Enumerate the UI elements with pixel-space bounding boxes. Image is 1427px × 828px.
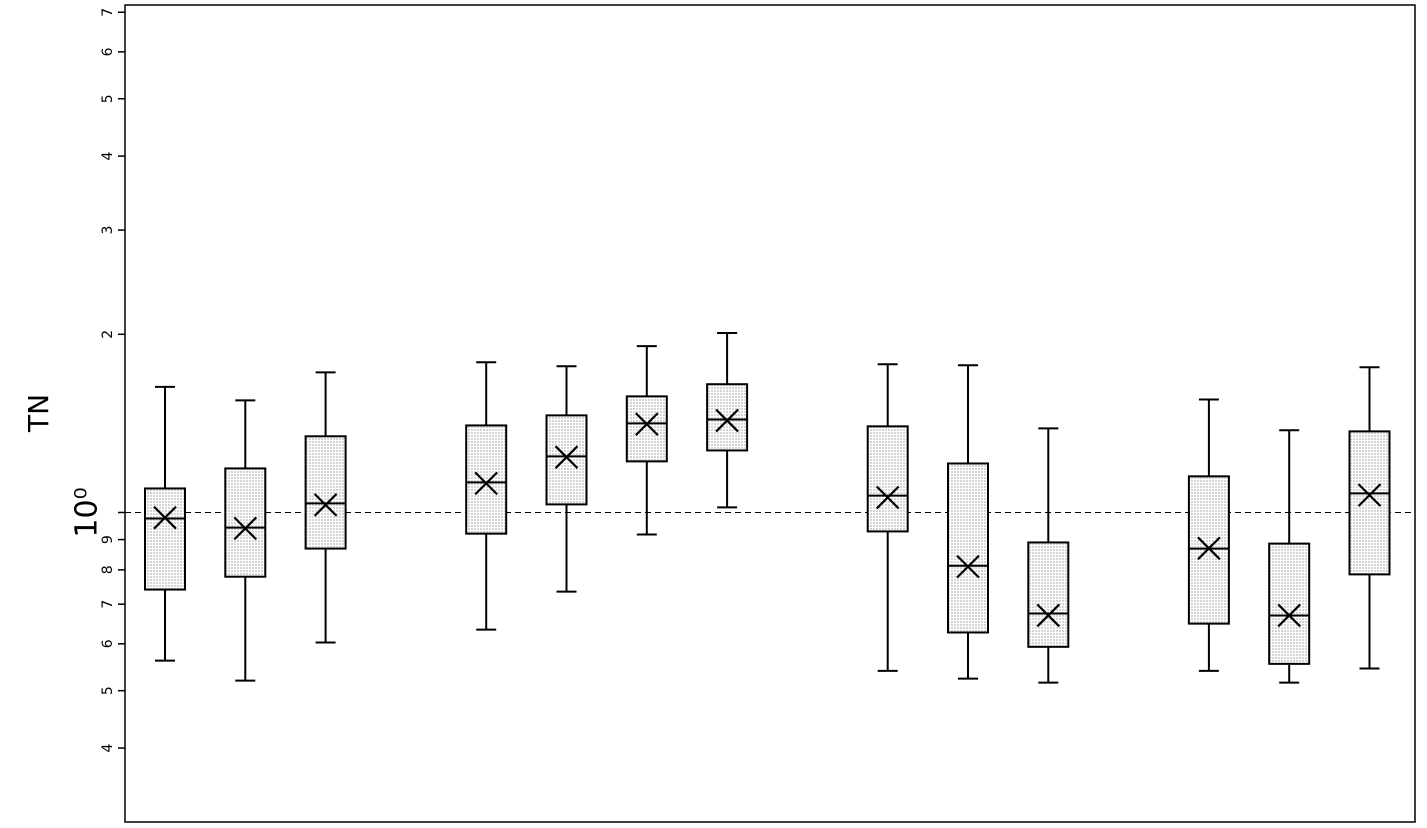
box	[545, 414, 588, 506]
box	[1187, 475, 1230, 625]
mean-marker	[153, 505, 177, 530]
y-tick-label: 3	[100, 226, 116, 235]
y-tick-label: 5	[100, 94, 116, 103]
y-axis-label: TN	[22, 394, 55, 433]
y-tick-label: 6	[100, 47, 116, 56]
mean-marker	[1277, 603, 1301, 628]
y-tick-label: 8	[100, 565, 116, 574]
box	[947, 462, 989, 634]
mean-marker	[1197, 536, 1221, 561]
y-tick-label: 4	[100, 152, 116, 161]
box	[625, 395, 668, 463]
y-tick-label: 7	[100, 600, 116, 609]
mean-marker	[956, 554, 980, 579]
mean-marker	[635, 412, 659, 436]
y-tick-label: 2	[100, 330, 116, 339]
y-tick-label: 4	[100, 744, 116, 753]
y-tick-label: 7	[100, 8, 116, 17]
box	[706, 383, 749, 452]
box	[1348, 430, 1391, 576]
box	[866, 425, 909, 533]
box	[1268, 542, 1311, 665]
box	[1027, 541, 1070, 648]
mean-marker	[233, 516, 258, 541]
y-tick-label: 10⁰	[70, 487, 105, 537]
box	[144, 487, 186, 591]
box	[224, 467, 267, 578]
mean-marker	[1357, 483, 1382, 507]
mean-marker	[875, 485, 900, 510]
box	[304, 435, 347, 550]
y-tick-label: 5	[100, 686, 116, 695]
mean-marker	[554, 445, 579, 469]
y-tick-label: 9	[100, 535, 116, 544]
box	[465, 424, 508, 535]
mean-marker	[313, 493, 338, 517]
mean-marker	[715, 408, 739, 433]
plot-frame	[124, 4, 1416, 823]
mean-marker	[474, 471, 498, 496]
mean-marker	[1036, 603, 1061, 628]
y-tick-label: 6	[100, 639, 116, 648]
